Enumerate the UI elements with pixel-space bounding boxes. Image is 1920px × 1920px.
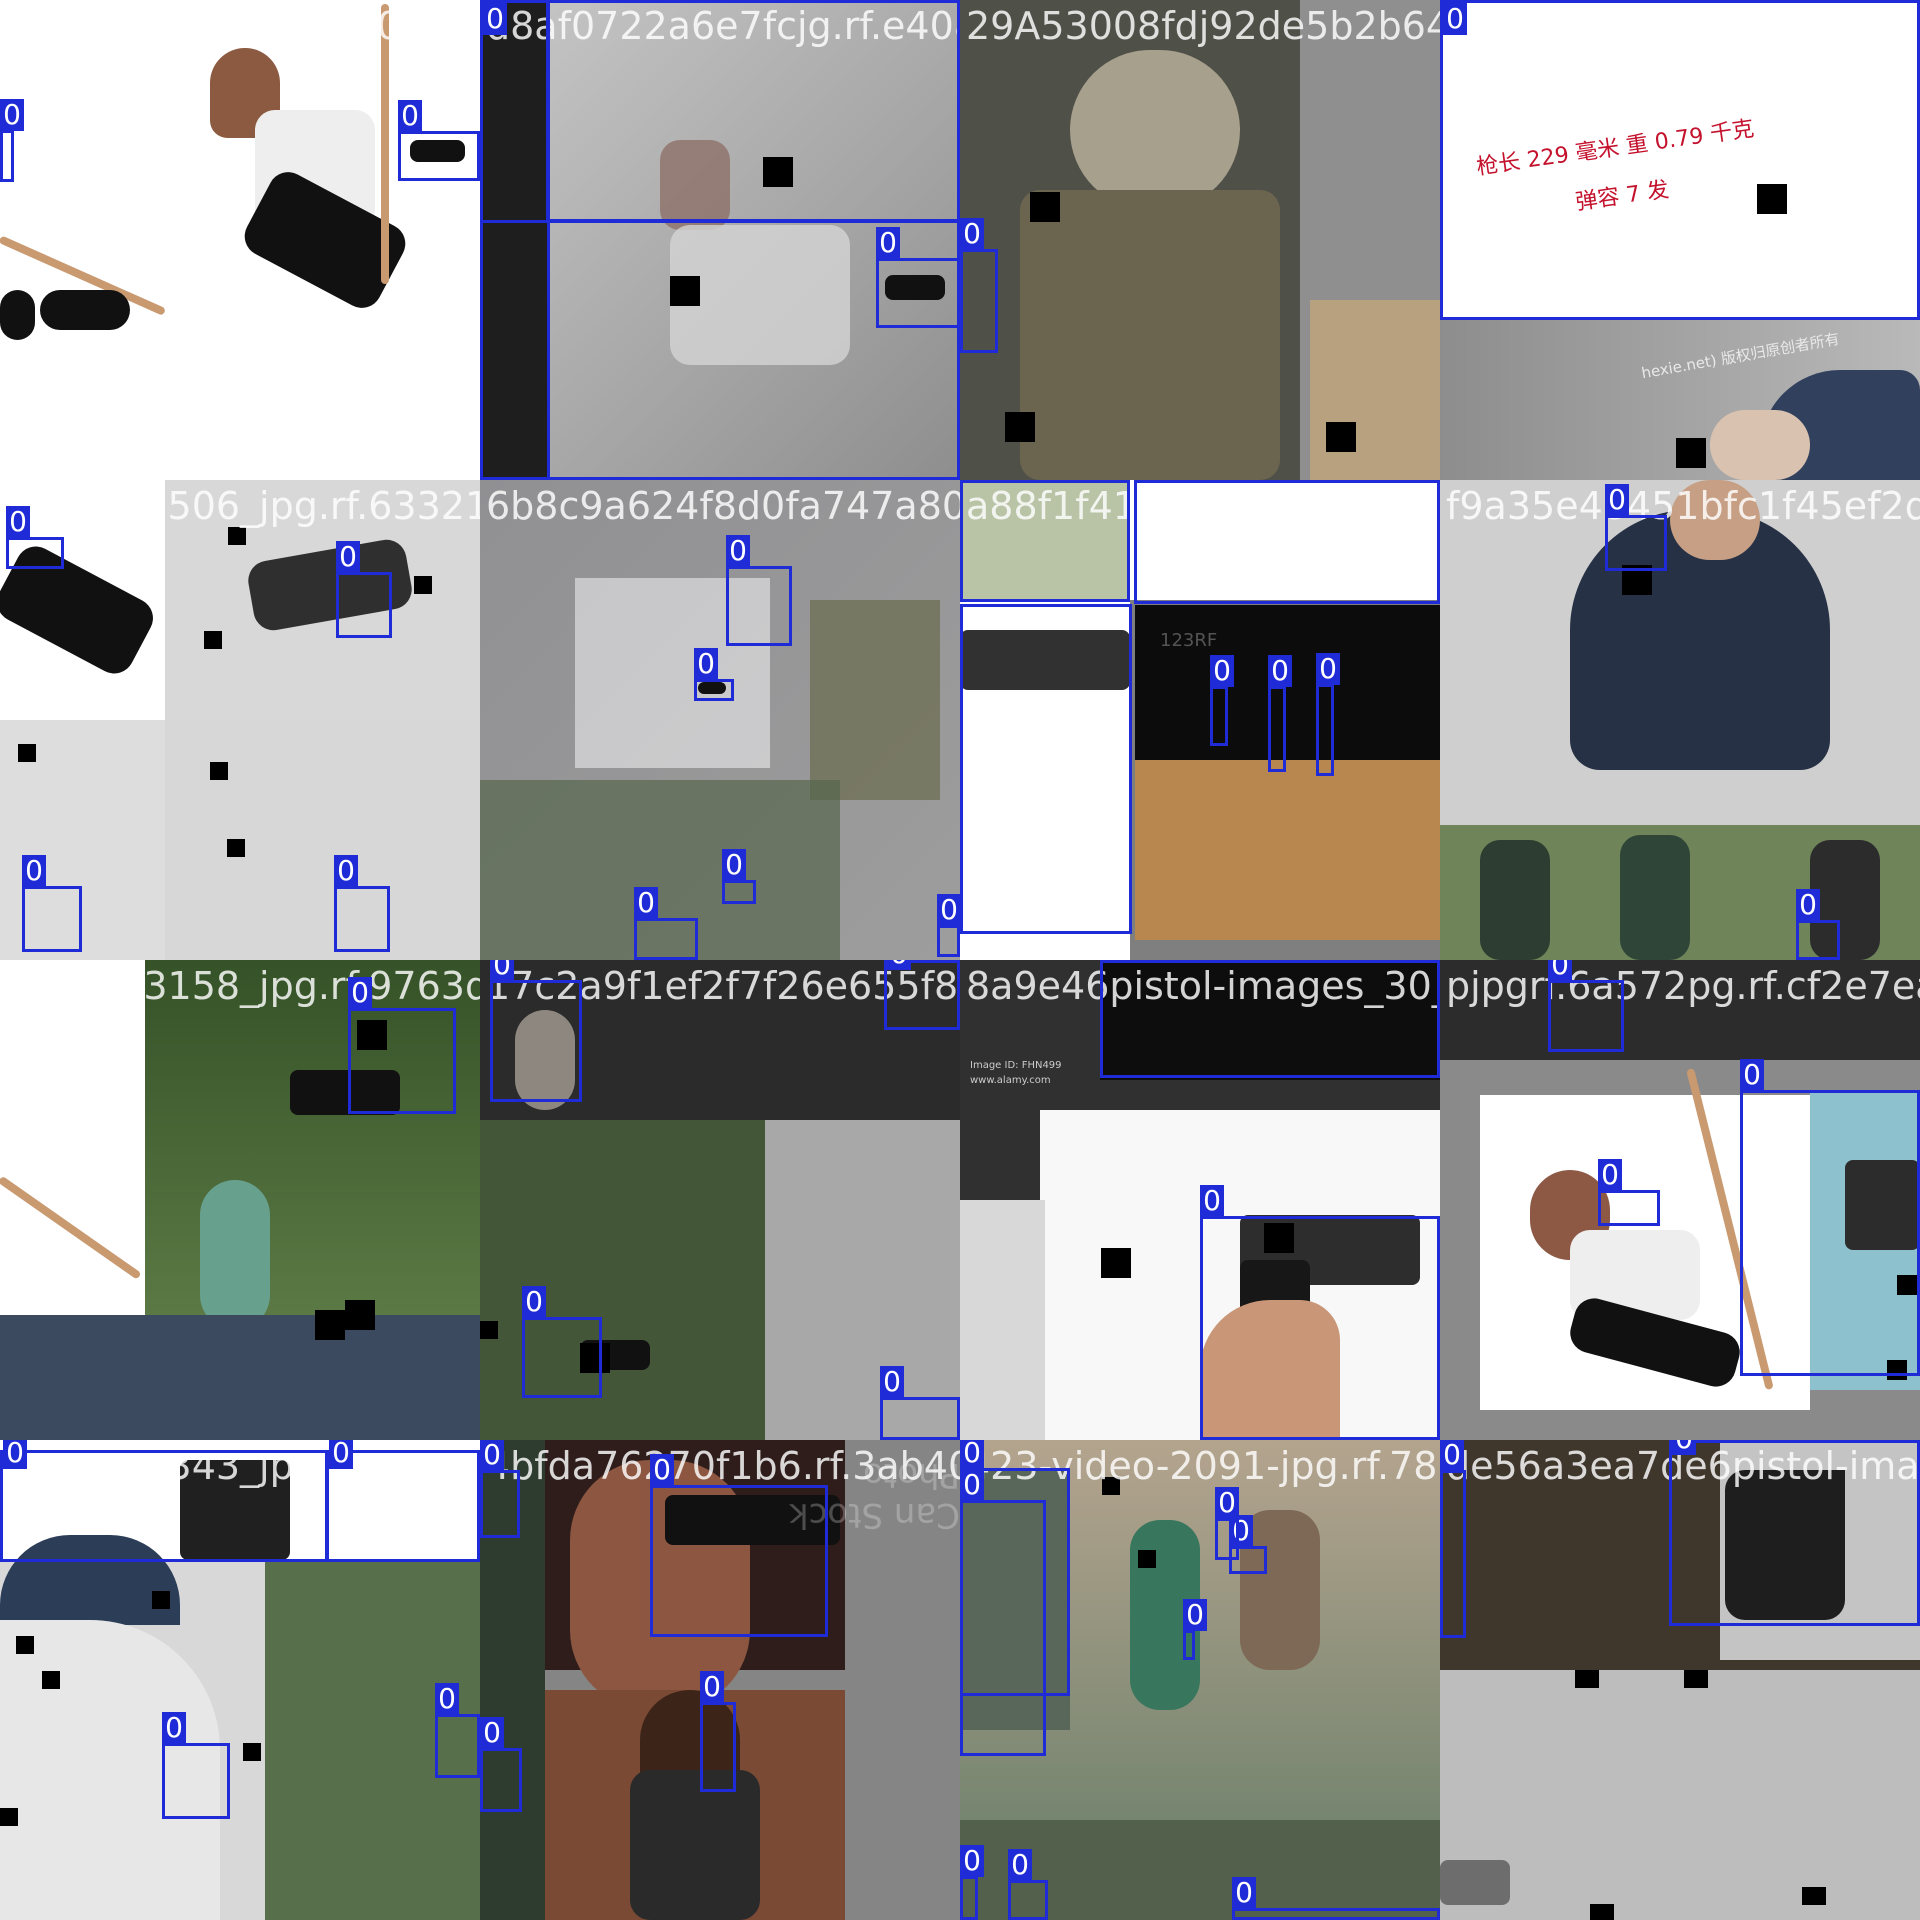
watermark-text: Image ID: FHN499 [970, 1060, 1062, 1071]
black-cutout [1757, 184, 1787, 214]
tile-image-handgun: Image ID: FHN499 www.alamy.com [960, 960, 1440, 1440]
black-cutout [670, 276, 700, 306]
tile-6: 123RF a88f1f4189fjpg7rf.fd60d7 0 0 0 0 0 [960, 480, 1440, 960]
tile-14: 423-video-2091-jpg.rf.78574 0 0 0 0 0 0 … [960, 1440, 1440, 1920]
black-cutout [315, 1310, 345, 1340]
tile-1: d8af0722a6e7fcjg.rf.e40857a 0 0 [480, 0, 960, 480]
watermark-text: www.alamy.com [970, 1075, 1051, 1086]
black-cutout [1229, 1527, 1247, 1545]
tile-8: armas_3158_jpg.rf.9763d72 0 0 [0, 960, 480, 1440]
watermark-text: Can Stock Photo [685, 1455, 960, 1535]
spec-text: 枪长 229 毫米 重 0.79 千克 [1474, 111, 1756, 182]
black-cutout [1264, 1223, 1294, 1253]
tile-3: 枪长 229 毫米 重 0.79 千克 弹容 7 发 hexie.net) 版权… [1440, 0, 1920, 480]
tile-image-overlay-collage [480, 480, 960, 960]
tile-image-forest-gun [0, 960, 480, 1440]
black-cutout [227, 839, 245, 857]
tile-image-woman-collage [1440, 960, 1920, 1440]
tile-image-woman-rope [0, 0, 480, 480]
black-cutout [228, 527, 246, 545]
spec-text: 弹容 7 发 [1573, 172, 1671, 217]
black-cutout [1101, 1248, 1131, 1278]
tile-11: pjpgrf.6a572pg.rf.cf2e7eaa1 0 0 0 [1440, 960, 1920, 1440]
tile-9: 17c2a9f1ef2f7f26e655f813c88c 0 0 0 0 [480, 960, 960, 1440]
tile-4: armas_2506_jpg.rf.6332154c 0 0 0 0 [0, 480, 480, 960]
tile-5: 6b8c9a624f8d0fa747a80e 0 0 0 0 0 [480, 480, 960, 960]
black-cutout [0, 1808, 18, 1826]
black-cutout [1030, 192, 1060, 222]
black-cutout [480, 1321, 498, 1339]
tile-image-woman-and-cowboy: Can Stock Photo [480, 1440, 960, 1920]
tile-2: 29A53008fdj92de5b2b64b3dd2 0 [960, 0, 1440, 480]
tile-image-soldier [960, 0, 1440, 480]
black-cutout [1622, 565, 1652, 595]
tile-15: de56a3ea7de6pistol-images_ 0 0 [1440, 1440, 1920, 1920]
black-cutout [1005, 412, 1035, 442]
tile-image-collage [0, 480, 480, 960]
black-cutout [1887, 1360, 1907, 1380]
tile-12: armas_1343_jpg.rf 5a403c2 0 0 0 0 [0, 1440, 480, 1920]
black-cutout [1897, 1275, 1917, 1295]
tile-image-pistol-closeup [1440, 1440, 1920, 1920]
black-cutout [1138, 1550, 1156, 1568]
black-cutout [763, 157, 793, 187]
black-cutout [580, 1343, 610, 1373]
black-cutout [345, 1300, 375, 1330]
watermark-text: 123RF [1160, 630, 1217, 651]
tile-image-overlay-field [960, 1440, 1440, 1920]
black-cutout [16, 1636, 34, 1654]
black-cutout [1684, 1670, 1708, 1688]
black-cutout [357, 1020, 387, 1050]
black-cutout [414, 576, 432, 594]
black-cutout [1676, 438, 1706, 468]
tile-image-overlay-woman [480, 0, 960, 480]
black-cutout [1326, 422, 1356, 452]
black-cutout [204, 631, 222, 649]
black-cutout [1802, 1887, 1826, 1905]
tile-image-man-back [1440, 480, 1920, 960]
tile-image-hand-room [0, 1440, 480, 1920]
tile-0: armas-429-_jpg.rf.809575d8 0 0 [0, 0, 480, 480]
tile-10: Image ID: FHN499 www.alamy.com 8a9e46pis… [960, 960, 1440, 1440]
tile-image-spec-sheet: 枪长 229 毫米 重 0.79 千克 弹容 7 发 hexie.net) 版权… [1440, 0, 1920, 480]
tile-13: Can Stock Photo 4bfda76270f1b6.rf.3ab404… [480, 1440, 960, 1920]
tile-7: f9a35e48451bfc1f45ef2d13cc2 0 0 [1440, 480, 1920, 960]
black-cutout [243, 1743, 261, 1761]
black-cutout [1102, 1477, 1120, 1495]
black-cutout [1590, 1904, 1614, 1920]
tile-image-pistol-grid: 123RF [960, 480, 1440, 960]
black-cutout [42, 1671, 60, 1689]
black-cutout [1575, 1670, 1599, 1688]
black-cutout [18, 744, 36, 762]
black-cutout [152, 1591, 170, 1609]
black-cutout [210, 762, 228, 780]
tile-image-collage-two [480, 960, 960, 1440]
